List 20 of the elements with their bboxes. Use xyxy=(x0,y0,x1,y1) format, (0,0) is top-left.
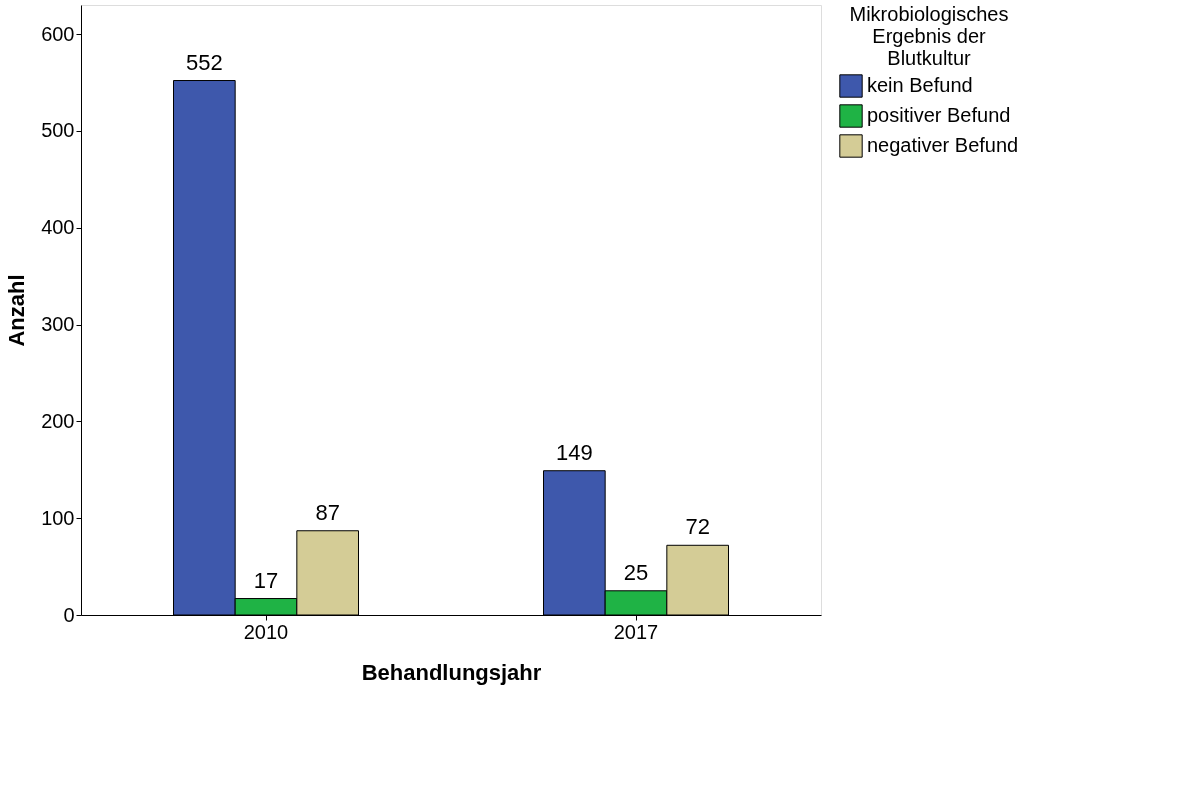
data-label: 552 xyxy=(185,49,223,75)
y-tick-label: 600 xyxy=(41,22,75,45)
data-label: 25 xyxy=(623,559,649,585)
data-label: 149 xyxy=(555,439,593,465)
x-axis-title: Behandlungsjahr xyxy=(361,659,542,685)
y-tick-label: 300 xyxy=(41,313,75,336)
data-label: 87 xyxy=(315,499,340,525)
x-tick-label: 2017 xyxy=(613,620,659,643)
y-tick-label: 400 xyxy=(41,216,75,239)
legend-label: negativer Befund xyxy=(867,134,1019,156)
legend-label: kein Befund xyxy=(867,74,973,96)
y-axis-title: Anzahl xyxy=(4,274,30,347)
y-tick-label: 500 xyxy=(41,119,75,142)
data-label: 72 xyxy=(685,514,710,540)
y-tick-label: 200 xyxy=(41,409,75,432)
y-tick-label: 0 xyxy=(63,603,75,626)
legend-label: positiver Befund xyxy=(867,104,1011,126)
y-tick-label: 100 xyxy=(41,506,75,529)
x-tick-label: 2010 xyxy=(243,620,289,643)
data-label: 17 xyxy=(253,567,279,593)
